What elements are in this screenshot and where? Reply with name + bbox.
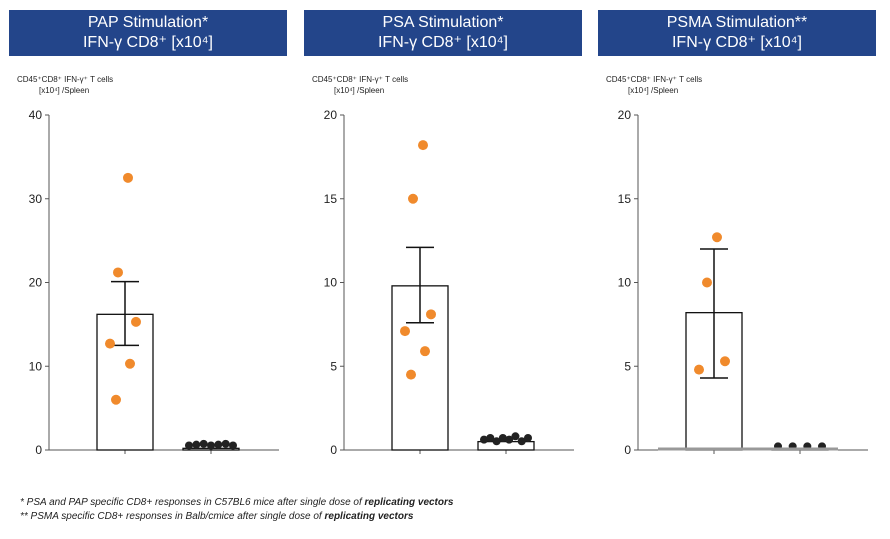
data-point-stimulated — [123, 172, 133, 183]
data-point-control — [185, 441, 193, 450]
footnotes: * PSA and PAP specific CD8+ responses in… — [20, 496, 453, 524]
y-axis-label: CD45⁺CD8⁺ IFN-γ⁺ T cells [x10⁴] /Spleen — [17, 74, 113, 96]
y-tick-label: 5 — [624, 359, 631, 373]
data-point-control — [511, 432, 520, 441]
header-subtitle: IFN-γ CD8⁺ [x10⁴] — [377, 34, 508, 51]
footnote-1-text: * PSA and PAP specific CD8+ responses in… — [20, 497, 365, 508]
panel-header: PSMA Stimulation** IFN-γ CD8⁺ [x10⁴] — [598, 10, 876, 56]
data-point-stimulated — [400, 326, 410, 337]
chart-plot-psa: 0 5 10 15 20 — [324, 108, 574, 457]
data-point-stimulated — [131, 316, 141, 327]
y-tick-label: 15 — [324, 192, 338, 206]
footnote-2: ** PSMA specific CD8+ responses in Balb/… — [20, 510, 453, 524]
panel-header: PAP Stimulation* IFN-γ CD8⁺ [x10⁴] — [9, 10, 287, 56]
header-title: PSMA Stimulation** — [666, 14, 808, 31]
y-tick-label: 20 — [618, 108, 632, 122]
data-point-stimulated — [406, 369, 416, 380]
data-point-stimulated — [720, 356, 730, 367]
data-point-stimulated — [125, 358, 135, 369]
data-point-stimulated — [111, 394, 121, 405]
footnote-2-text: ** PSMA specific CD8+ responses in Balb/… — [20, 511, 325, 522]
data-point-stimulated — [702, 277, 712, 288]
data-point-stimulated — [408, 193, 418, 204]
data-point-stimulated — [418, 140, 428, 151]
data-point-stimulated — [712, 232, 722, 243]
y-axis-label-line1: CD45⁺CD8⁺ IFN-γ⁺ T cells — [17, 75, 114, 84]
y-axis-label-line1: CD45⁺CD8⁺ IFN-γ⁺ T cells — [606, 75, 703, 84]
data-point-stimulated — [426, 309, 436, 320]
y-axis-label: CD45⁺CD8⁺ IFN-γ⁺ T cells [x10⁴] /Spleen — [312, 74, 408, 96]
y-tick-label: 10 — [324, 276, 338, 290]
chart-plot-psma: 0 5 10 15 20 — [618, 108, 868, 457]
footnote-1: * PSA and PAP specific CD8+ responses in… — [20, 496, 453, 510]
header-subtitle: IFN-γ CD8⁺ [x10⁴] — [671, 34, 802, 51]
chart-plot-pap: 0 10 20 30 40 — [29, 108, 279, 457]
y-tick-label: 10 — [618, 276, 632, 290]
data-point-control — [498, 433, 507, 442]
y-tick-label: 40 — [29, 108, 43, 122]
data-point-stimulated — [420, 346, 430, 357]
data-point-stimulated — [694, 364, 704, 375]
chart-panel-pap: PAP Stimulation* IFN-γ CD8⁺ [x10⁴] CD45⁺… — [9, 10, 287, 460]
footnote-2-emphasis: replicating vectors — [324, 511, 414, 522]
y-axis-label-line2: [x10⁴] /Spleen — [628, 86, 679, 95]
y-tick-label: 20 — [29, 276, 43, 290]
data-point-control — [486, 433, 495, 442]
data-point-control — [221, 439, 230, 448]
bar-control — [477, 440, 535, 451]
data-point-control — [214, 440, 223, 449]
data-point-control — [199, 439, 208, 448]
chart-panel-psma: PSMA Stimulation** IFN-γ CD8⁺ [x10⁴] CD4… — [598, 10, 876, 460]
header-subtitle: IFN-γ CD8⁺ [x10⁴] — [82, 34, 213, 51]
y-tick-label: 0 — [624, 443, 631, 457]
y-tick-label: 0 — [35, 443, 42, 457]
data-point-stimulated — [105, 338, 115, 349]
data-point-stimulated — [113, 267, 123, 278]
data-point-control — [192, 440, 201, 449]
y-axis-label: CD45⁺CD8⁺ IFN-γ⁺ T cells [x10⁴] /Spleen — [606, 74, 702, 96]
y-axis-label-line1: CD45⁺CD8⁺ IFN-γ⁺ T cells — [312, 75, 409, 84]
data-point-control — [524, 433, 532, 442]
chart-panel-psa: PSA Stimulation* IFN-γ CD8⁺ [x10⁴] CD45⁺… — [304, 10, 582, 460]
footnote-1-emphasis: replicating vectors — [364, 497, 454, 508]
data-point-control — [517, 437, 526, 446]
y-tick-label: 5 — [330, 359, 337, 373]
data-point-control — [207, 441, 215, 450]
y-axis-label-line2: [x10⁴] /Spleen — [39, 86, 90, 95]
header-title: PSA Stimulation* — [382, 14, 504, 31]
header-title: PAP Stimulation* — [87, 14, 209, 31]
panel-header: PSA Stimulation* IFN-γ CD8⁺ [x10⁴] — [304, 10, 582, 56]
data-point-control — [229, 441, 237, 450]
y-tick-label: 10 — [29, 359, 43, 373]
data-point-control — [505, 435, 514, 444]
y-tick-label: 30 — [29, 192, 43, 206]
y-tick-label: 20 — [324, 108, 338, 122]
data-point-control — [480, 435, 488, 444]
y-axis-label-line2: [x10⁴] /Spleen — [334, 86, 385, 95]
y-tick-label: 15 — [618, 192, 632, 206]
data-point-control — [492, 437, 501, 446]
y-tick-label: 0 — [330, 443, 337, 457]
